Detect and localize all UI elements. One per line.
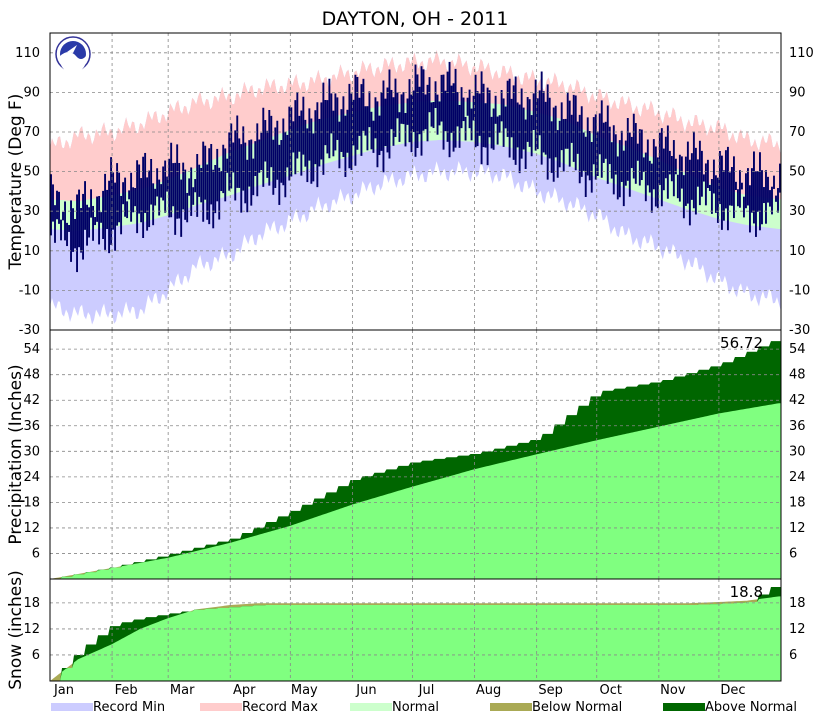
y-axis-label: Snow (inches) bbox=[6, 570, 26, 689]
noaa-logo-bird bbox=[67, 45, 77, 53]
total-label: 56.72 bbox=[720, 334, 763, 352]
y-tick-label-left: 110 bbox=[15, 46, 40, 61]
noaa-logo-wave bbox=[60, 52, 86, 73]
legend-swatch bbox=[490, 703, 532, 711]
observed-series bbox=[50, 61, 781, 273]
plot-frame bbox=[49, 578, 782, 682]
y-tick-label-left: 54 bbox=[23, 342, 40, 357]
y-tick-label-right: 50 bbox=[789, 165, 806, 180]
y-tick-label-left: 18 bbox=[23, 495, 40, 510]
month-label-nov: Nov bbox=[660, 683, 686, 698]
y-tick-label-right: 36 bbox=[789, 419, 806, 434]
y-tick-label-right: 10 bbox=[789, 244, 806, 259]
month-label-jul: Jul bbox=[418, 683, 435, 698]
y-tick-label-right: 18 bbox=[789, 495, 806, 510]
y-tick-label-left: -10 bbox=[19, 283, 40, 298]
total-label: 18.8 bbox=[730, 583, 763, 601]
y-tick-label-left: 10 bbox=[23, 244, 40, 259]
y-tick-label-right: 12 bbox=[789, 622, 806, 637]
precipitation-panel: 6 6 12 12 18 18 24 24 30 30 36 36 42 42 48 48 54 54 Precip… bbox=[6, 329, 806, 580]
legend-label: Record Max bbox=[242, 700, 318, 715]
month-label-may: May bbox=[291, 683, 318, 698]
y-tick-label-right: 24 bbox=[789, 470, 806, 485]
y-tick-label-right: -30 bbox=[789, 323, 810, 338]
legend-swatch bbox=[200, 703, 242, 711]
month-label-mar: Mar bbox=[170, 683, 195, 698]
y-tick-label-right: 54 bbox=[789, 342, 806, 357]
y-tick-label-left: 24 bbox=[23, 470, 40, 485]
y-tick-label-left: 6 bbox=[32, 648, 40, 663]
month-label-jan: Jan bbox=[53, 683, 74, 698]
y-tick-label-right: 30 bbox=[789, 204, 806, 219]
legend: Record Min Record Max Normal Below Normal Ab… bbox=[51, 700, 797, 715]
month-label-oct: Oct bbox=[600, 683, 622, 698]
y-tick-label-left: 18 bbox=[23, 596, 40, 611]
y-tick-label-left: 12 bbox=[23, 521, 40, 536]
legend-swatch bbox=[663, 703, 705, 711]
y-tick-label-right: 6 bbox=[789, 546, 797, 561]
month-label-feb: Feb bbox=[115, 683, 138, 698]
month-axis: Jan Feb Mar Apr May Jun Jul Aug Sep Oct Nov Dec bbox=[53, 683, 746, 698]
legend-label: Above Normal bbox=[705, 700, 797, 715]
y-tick-label-left: -30 bbox=[19, 323, 40, 338]
y-tick-label-left: 50 bbox=[23, 165, 40, 180]
chart-title: DAYTON, OH - 2011 bbox=[322, 8, 509, 30]
noaa-logo bbox=[55, 36, 91, 73]
y-tick-label-right: 90 bbox=[789, 85, 806, 100]
legend-label: Normal bbox=[392, 700, 439, 715]
y-tick-label-left: 12 bbox=[23, 622, 40, 637]
legend-label: Below Normal bbox=[532, 700, 622, 715]
month-label-sep: Sep bbox=[538, 683, 563, 698]
legend-swatch bbox=[51, 703, 93, 711]
y-tick-label-left: 6 bbox=[32, 546, 40, 561]
y-tick-label-right: -10 bbox=[789, 283, 810, 298]
legend-label: Record Min bbox=[93, 700, 165, 715]
month-label-apr: Apr bbox=[233, 683, 256, 698]
y-tick-label-left: 42 bbox=[23, 393, 40, 408]
temperature-panel: -30 -30 -10 -10 10 10 30 30 50 50 70 70 90 90 110 110 Te… bbox=[6, 32, 814, 338]
normal-fill bbox=[50, 596, 781, 681]
y-tick-label-right: 110 bbox=[789, 46, 814, 61]
y-tick-label-left: 70 bbox=[23, 125, 40, 140]
y-tick-label-right: 18 bbox=[789, 596, 806, 611]
y-tick-label-left: 30 bbox=[23, 444, 40, 459]
y-axis-label: Temperature (Deg F) bbox=[6, 94, 26, 271]
y-tick-label-left: 90 bbox=[23, 85, 40, 100]
y-tick-label-right: 48 bbox=[789, 368, 806, 383]
y-tick-label-right: 30 bbox=[789, 444, 806, 459]
month-label-dec: Dec bbox=[720, 683, 745, 698]
y-tick-label-right: 70 bbox=[789, 125, 806, 140]
y-tick-label-left: 48 bbox=[23, 368, 40, 383]
legend-swatch bbox=[350, 703, 392, 711]
month-label-aug: Aug bbox=[476, 683, 501, 698]
y-tick-label-right: 6 bbox=[789, 648, 797, 663]
y-axis-label: Precipitation (Inches) bbox=[6, 364, 26, 544]
y-tick-label-left: 30 bbox=[23, 204, 40, 219]
month-label-jun: Jun bbox=[355, 683, 376, 698]
y-tick-label-right: 42 bbox=[789, 393, 806, 408]
normal-fill bbox=[50, 403, 781, 579]
y-tick-label-right: 12 bbox=[789, 521, 806, 536]
y-tick-label-left: 36 bbox=[23, 419, 40, 434]
